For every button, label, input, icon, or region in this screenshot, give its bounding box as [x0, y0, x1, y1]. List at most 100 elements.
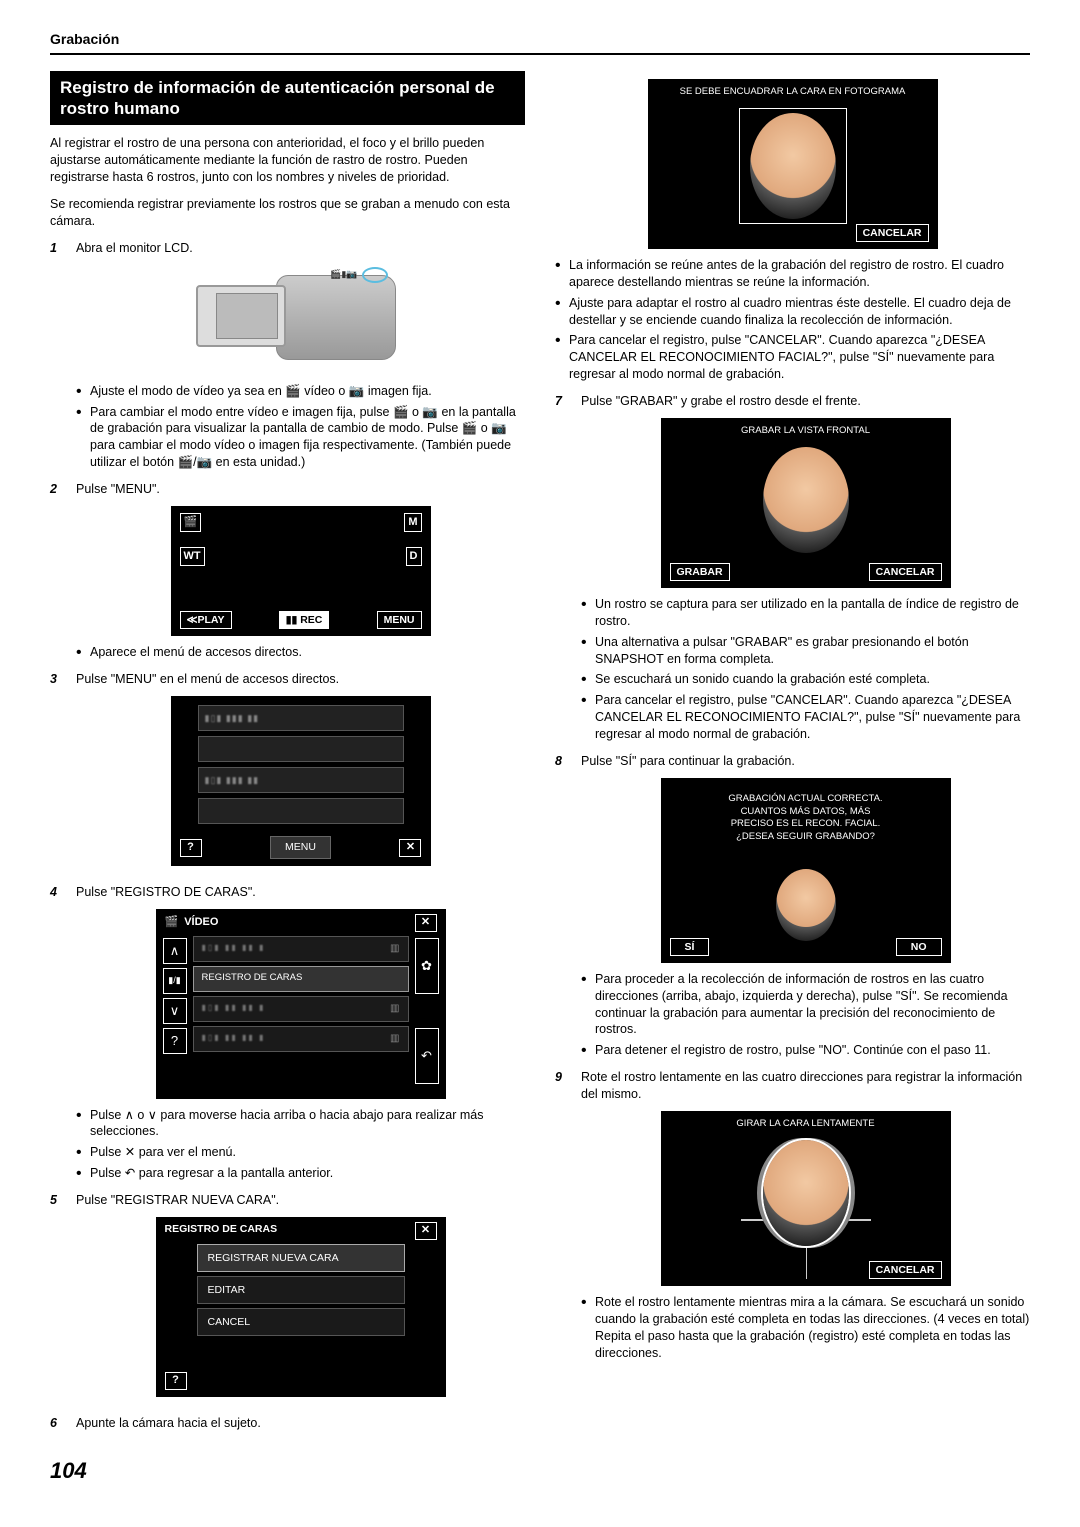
bullet: Para detener el registro de rostro, puls… [581, 1042, 1030, 1059]
step-number: 9 [555, 1069, 569, 1361]
right-column: SE DEBE ENCUADRAR LA CARA EN FOTOGRAMA .… [555, 71, 1030, 1432]
menu-item-register-new[interactable]: REGISTRAR NUEVA CARA [197, 1244, 405, 1272]
back-button[interactable]: ↶ [415, 1028, 439, 1084]
yes-button[interactable]: SÍ [670, 938, 710, 956]
close-button[interactable]: ✕ [399, 839, 421, 857]
section-header: Grabación [50, 30, 1030, 55]
step-text: Pulse "GRABAR" y grabe el rostro desde e… [581, 394, 861, 408]
lcd-screen-rotate-face: GIRAR LA CARA LENTAMENTE . CANCELAR [661, 1111, 951, 1286]
menu-button[interactable]: MENU [270, 836, 331, 858]
down-button[interactable]: ∨ [163, 998, 187, 1024]
menu-item-registro-caras[interactable]: REGISTRO DE CARAS [193, 966, 409, 992]
step-6: 6 Apunte la cámara hacia el sujeto. [50, 1415, 525, 1432]
help-button[interactable]: ? [163, 1028, 187, 1054]
menu-row[interactable] [198, 736, 404, 762]
menu-item-cancel[interactable]: CANCEL [197, 1308, 405, 1336]
lcd-screen-shortcut-menu: ▮▯▮ ▮▮▮ ▮▮ ▮▯▮ ▮▮▮ ▮▮ ? MENU ✕ [171, 696, 431, 866]
bullet: Para proceder a la recolección de inform… [581, 971, 1030, 1039]
camera-icon: 🎬 [165, 915, 179, 930]
screen-caption: GIRAR LA CARA LENTAMENTE [662, 1118, 950, 1131]
menu-button[interactable]: MENU [377, 611, 422, 629]
step-text: Rote el rostro lentamente en las cuatro … [581, 1070, 1022, 1101]
no-button[interactable]: NO [896, 938, 942, 956]
page-number: 104 [50, 1456, 1030, 1486]
help-button[interactable]: ? [165, 1372, 187, 1390]
intro-paragraph-2: Se recomienda registrar previamente los … [50, 196, 525, 230]
step-number: 4 [50, 884, 64, 1182]
bullet: La información se reúne antes de la grab… [555, 257, 1030, 291]
step-text: Pulse "MENU" en el menú de accesos direc… [76, 672, 339, 686]
lcd-screen-face-front: GRABAR LA VISTA FRONTAL GRABAR CANCELAR [661, 418, 951, 588]
step-8: 8 Pulse "SÍ" para continuar la grabación… [555, 753, 1030, 1059]
rec-button[interactable]: ▮▮ REC [279, 611, 330, 629]
step-text: Pulse "REGISTRO DE CARAS". [76, 885, 256, 899]
step-7: 7 Pulse "GRABAR" y grabe el rostro desde… [555, 393, 1030, 743]
menu-title: REGISTRO DE CARAS [165, 1222, 278, 1240]
bullet: Una alternativa a pulsar "GRABAR" es gra… [581, 634, 1030, 668]
menu-item[interactable]: ▮▯▮ ▮▮ ▮▮ ▮▥ [193, 1026, 409, 1052]
step-text: Abra el monitor LCD. [76, 241, 193, 255]
menu-row[interactable]: ▮▯▮ ▮▮▮ ▮▮ [198, 767, 404, 793]
face-illustration [763, 1140, 849, 1246]
step-number: 2 [50, 481, 64, 661]
step-number: 5 [50, 1192, 64, 1405]
step-number: 3 [50, 671, 64, 874]
bullet: Ajuste para adaptar el rostro al cuadro … [555, 295, 1030, 329]
lcd-screen-continue-prompt: GRABACIÓN ACTUAL CORRECTA. CUANTOS MÁS D… [661, 778, 951, 963]
step-1: 1 Abra el monitor LCD. 🎬▮📷 Ajuste el mod… [50, 240, 525, 471]
lcd-screen-rec: 🎬 M WT D ≪PLAY ▮▮ REC MENU [171, 506, 431, 636]
step-9: 9 Rote el rostro lentamente en las cuatr… [555, 1069, 1030, 1361]
screen-caption: SE DEBE ENCUADRAR LA CARA EN FOTOGRAMA [649, 86, 937, 99]
step-text: Pulse "SÍ" para continuar la grabación. [581, 754, 795, 768]
close-button[interactable]: ✕ [415, 914, 437, 932]
lcd-screen-register-menu: REGISTRO DE CARAS ✕ REGISTRAR NUEVA CARA… [156, 1217, 446, 1397]
menu-item[interactable]: ▮▯▮ ▮▮ ▮▮ ▮▥ [193, 996, 409, 1022]
d-icon: D [406, 547, 422, 566]
video-mode-icon: 🎬 [180, 513, 202, 532]
help-button[interactable]: ? [180, 839, 202, 857]
menu-item[interactable]: ▮▯▮ ▮▮ ▮▮ ▮▥ [193, 936, 409, 962]
bullet: Aparece el menú de accesos directos. [76, 644, 525, 661]
menu-title: VÍDEO [184, 915, 218, 930]
two-column-layout: Registro de información de autenticación… [50, 71, 1030, 1432]
step-5: 5 Pulse "REGISTRAR NUEVA CARA". REGISTRO… [50, 1192, 525, 1405]
face-illustration [750, 113, 836, 219]
step-text: Pulse "MENU". [76, 482, 160, 496]
step-number: 7 [555, 393, 569, 743]
bullet: Para cambiar el modo entre vídeo e image… [76, 404, 525, 472]
step-number: 8 [555, 753, 569, 1059]
lcd-screen-face-frame: SE DEBE ENCUADRAR LA CARA EN FOTOGRAMA .… [648, 79, 938, 249]
step-text: Pulse "REGISTRAR NUEVA CARA". [76, 1193, 279, 1207]
power-button-highlight [362, 267, 388, 283]
bullet: Para cancelar el registro, pulse "CANCEL… [555, 332, 1030, 383]
step-2: 2 Pulse "MENU". 🎬 M WT D ≪PLAY ▮▮ REC ME… [50, 481, 525, 661]
bullet: Un rostro se captura para ser utilizado … [581, 596, 1030, 630]
menu-row[interactable] [198, 798, 404, 824]
screen-message: GRABACIÓN ACTUAL CORRECTA. CUANTOS MÁS D… [662, 793, 950, 844]
wt-icon: WT [180, 547, 205, 566]
bullet: Ajuste el modo de vídeo ya sea en 🎬 víde… [76, 383, 525, 400]
gear-button[interactable]: ✿ [415, 938, 439, 994]
step-number: 6 [50, 1415, 64, 1432]
intro-paragraph-1: Al registrar el rostro de una persona co… [50, 135, 525, 186]
lcd-screen-video-menu: 🎬 VÍDEO ✕ ∧ ▮/▮ ∨ ? ✿ ↶ [156, 909, 446, 1099]
bullet: Rote el rostro lentamente mientras mira … [581, 1294, 1030, 1362]
cancel-button[interactable]: CANCELAR [856, 224, 929, 242]
left-column: Registro de información de autenticación… [50, 71, 525, 1432]
cancel-button[interactable]: CANCELAR [869, 563, 942, 581]
record-button[interactable]: GRABAR [670, 563, 730, 581]
cancel-button[interactable]: CANCELAR [869, 1261, 942, 1279]
step-3: 3 Pulse "MENU" en el menú de accesos dir… [50, 671, 525, 874]
mode-icons: 🎬▮📷 [330, 268, 357, 280]
article-title: Registro de información de autenticación… [50, 71, 525, 126]
screen-caption: GRABAR LA VISTA FRONTAL [662, 425, 950, 438]
menu-item-edit[interactable]: EDITAR [197, 1276, 405, 1304]
up-button[interactable]: ∧ [163, 938, 187, 964]
close-button[interactable]: ✕ [415, 1222, 437, 1240]
bullet: Pulse ✕ para ver el menú. [76, 1144, 525, 1161]
step-text: Apunte la cámara hacia el sujeto. [76, 1416, 261, 1430]
play-pause-icon[interactable]: ▮/▮ [163, 968, 187, 994]
play-button[interactable]: ≪PLAY [180, 611, 232, 629]
m-icon: M [404, 513, 421, 532]
menu-row[interactable]: ▮▯▮ ▮▮▮ ▮▮ [198, 705, 404, 731]
